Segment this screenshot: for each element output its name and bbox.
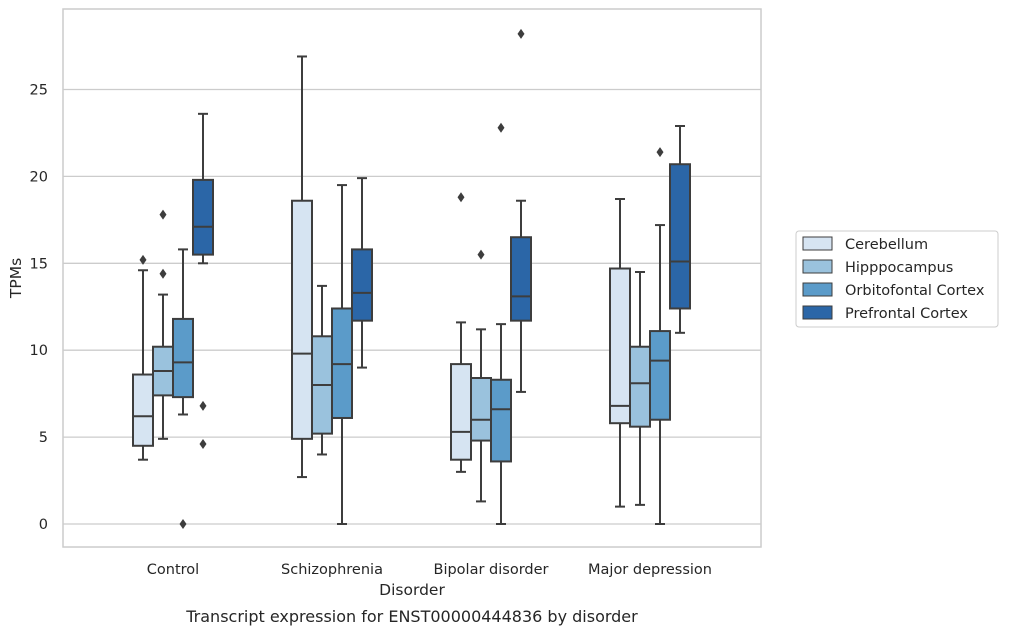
legend-swatch xyxy=(802,305,833,320)
legend-label: Cerebellum xyxy=(845,237,928,253)
legend-label: Hipppocampus xyxy=(845,260,953,276)
box-iqr xyxy=(510,236,532,322)
outlier-point xyxy=(159,209,167,220)
y-tick-label: 20 xyxy=(30,169,48,185)
y-tick-labels: 0 5 10 15 20 25 xyxy=(30,83,48,534)
box-iqr xyxy=(351,248,373,322)
x-tick-label: Bipolar disorder xyxy=(434,562,549,578)
series-hipppocampus xyxy=(152,209,651,506)
box xyxy=(649,147,671,525)
legend-item: Orbitofontal Cortex xyxy=(802,282,985,299)
legend-swatch xyxy=(802,236,833,251)
outlier-point xyxy=(497,122,505,133)
box xyxy=(450,192,472,473)
box xyxy=(490,122,512,525)
outlier-point xyxy=(457,192,465,203)
outlier-point xyxy=(139,254,147,265)
y-tick-label: 0 xyxy=(39,517,48,533)
box-iqr xyxy=(192,178,214,256)
y-tick-label: 10 xyxy=(30,343,48,359)
box xyxy=(609,197,631,508)
box xyxy=(152,209,174,440)
series-prefrontal-cortex xyxy=(192,28,691,450)
outlier-point xyxy=(517,28,525,39)
box-iqr xyxy=(132,373,154,447)
x-tick-label: Schizophrenia xyxy=(281,562,383,578)
y-axis-label: TPMs xyxy=(7,258,25,299)
legend-swatch xyxy=(802,282,833,297)
box-iqr xyxy=(490,378,512,463)
box xyxy=(510,28,532,393)
chart-caption: Transcript expression for ENST0000044483… xyxy=(185,607,638,626)
outlier-point xyxy=(159,268,167,279)
box xyxy=(192,112,214,450)
box-iqr xyxy=(669,163,691,310)
x-axis-label: Disorder xyxy=(379,581,445,599)
y-tick-label: 25 xyxy=(30,83,48,99)
x-tick-label: Control xyxy=(147,562,199,578)
box-iqr xyxy=(649,330,671,421)
box-iqr xyxy=(629,345,651,428)
box-iqr xyxy=(172,317,194,399)
box xyxy=(351,177,373,369)
x-tick-label: Major depression xyxy=(588,562,712,578)
box xyxy=(331,184,353,525)
box-iqr xyxy=(291,199,313,440)
legend-label: Orbitofontal Cortex xyxy=(845,283,985,299)
box-series xyxy=(132,28,691,529)
series-cerebellum xyxy=(132,55,631,508)
y-tick-label: 15 xyxy=(30,256,48,272)
box-iqr xyxy=(609,267,631,425)
series-orbitofontal-cortex xyxy=(172,122,671,529)
legend-item: Cerebellum xyxy=(802,236,928,253)
legend-item: Hipppocampus xyxy=(802,259,953,276)
legend-frame xyxy=(795,230,999,328)
x-tick-labels: Control Schizophrenia Bipolar disorder Majo… xyxy=(147,562,712,578)
box xyxy=(291,55,313,479)
outlier-point xyxy=(199,400,207,411)
outlier-point xyxy=(199,439,207,450)
legend: Cerebellum Hipppocampus Orbitofontal Corte… xyxy=(795,230,999,328)
box-iqr xyxy=(450,363,472,461)
legend-item: Prefrontal Cortex xyxy=(802,305,968,322)
box xyxy=(669,124,691,334)
box xyxy=(172,248,194,529)
plot-area xyxy=(62,8,762,548)
box xyxy=(132,254,154,461)
legend-swatch xyxy=(802,259,833,274)
outlier-point xyxy=(179,519,187,529)
outlier-point xyxy=(477,249,485,260)
y-tick-label: 5 xyxy=(39,430,48,446)
box-iqr xyxy=(470,377,492,442)
outlier-point xyxy=(656,147,664,158)
legend-label: Prefrontal Cortex xyxy=(845,306,968,322)
